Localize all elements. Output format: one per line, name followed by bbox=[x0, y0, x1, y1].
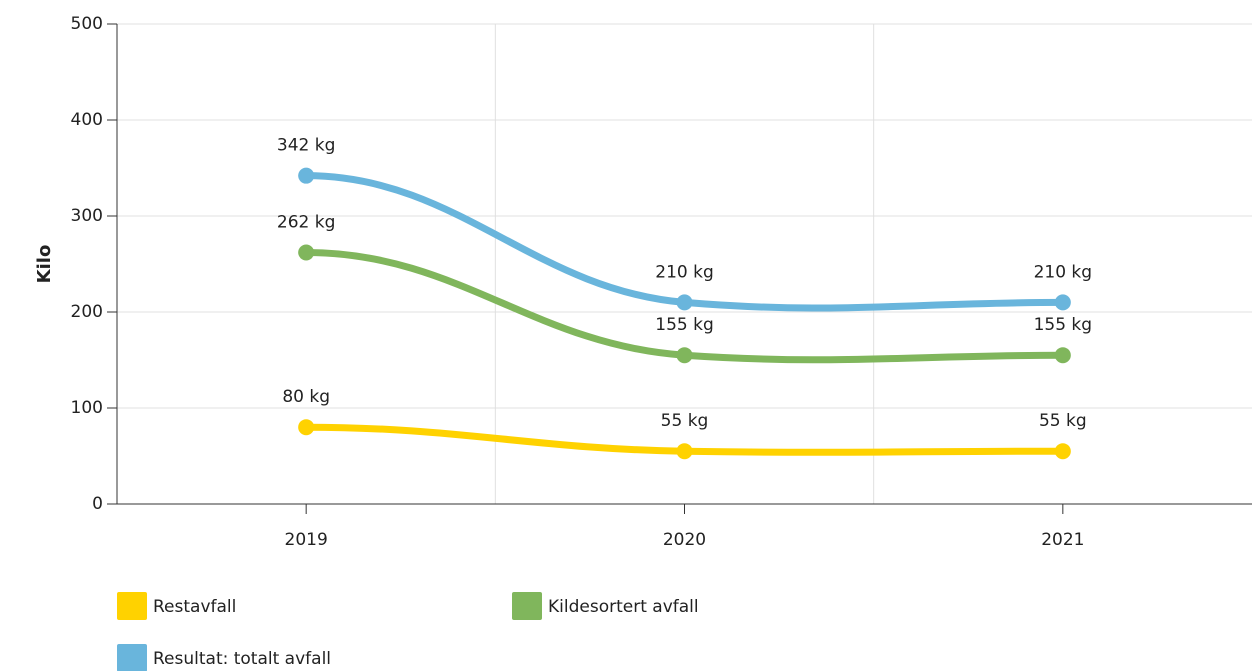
legend-swatch bbox=[117, 592, 147, 620]
data-point bbox=[1054, 443, 1071, 460]
legend-label: Resultat: totalt avfall bbox=[153, 649, 331, 669]
data-label: 210 kg bbox=[655, 262, 714, 282]
data-label: 262 kg bbox=[277, 212, 336, 232]
data-label: 155 kg bbox=[655, 315, 714, 335]
data-point bbox=[298, 419, 315, 436]
y-tick-label: 400 bbox=[71, 110, 103, 130]
data-label: 80 kg bbox=[282, 387, 330, 407]
data-point bbox=[298, 167, 315, 184]
data-point bbox=[676, 443, 693, 460]
y-tick-label: 200 bbox=[71, 302, 103, 322]
y-tick-label: 100 bbox=[71, 398, 103, 418]
data-label: 210 kg bbox=[1034, 262, 1093, 282]
x-tick-label: 2019 bbox=[285, 530, 328, 550]
data-point bbox=[1054, 347, 1071, 364]
data-point bbox=[1054, 294, 1071, 311]
legend-swatch bbox=[117, 644, 147, 671]
x-tick-label: 2021 bbox=[1041, 530, 1084, 550]
y-tick-label: 500 bbox=[71, 14, 103, 34]
data-label: 55 kg bbox=[1039, 411, 1087, 431]
y-tick-label: 0 bbox=[92, 494, 103, 514]
data-label: 155 kg bbox=[1034, 315, 1093, 335]
y-tick-label: 300 bbox=[71, 206, 103, 226]
y-axis-title: Kilo bbox=[34, 245, 55, 284]
legend-label: Restavfall bbox=[153, 597, 236, 617]
legend-label: Kildesortert avfall bbox=[548, 597, 699, 617]
series-line bbox=[302, 172, 1067, 312]
data-label: 55 kg bbox=[661, 411, 709, 431]
data-label: 342 kg bbox=[277, 136, 336, 156]
data-point bbox=[676, 294, 693, 311]
data-point bbox=[676, 347, 693, 364]
legend-swatch bbox=[512, 592, 542, 620]
data-point bbox=[298, 244, 315, 261]
x-tick-label: 2020 bbox=[663, 530, 706, 550]
